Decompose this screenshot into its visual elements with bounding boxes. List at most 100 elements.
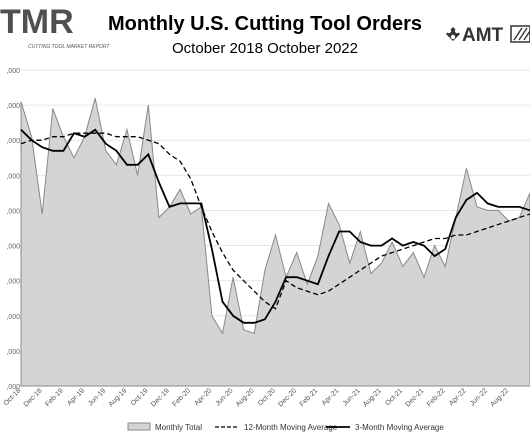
moving-average-12-point <box>274 308 276 310</box>
moving-average-12-line <box>20 132 530 310</box>
moving-average-3-point <box>317 283 319 285</box>
x-tick-label: Jun-19 <box>87 387 107 407</box>
legend-label-3-month: 3-Month Moving Average <box>355 423 444 432</box>
monthly-total-point <box>380 262 382 264</box>
x-tick-label: Aug-21 <box>362 387 383 408</box>
x-tick-label: Jun-20 <box>214 387 234 407</box>
moving-average-3-point <box>221 301 223 303</box>
x-tick-label: Dec-20 <box>277 387 298 408</box>
x-tick-label: Feb-21 <box>299 387 320 408</box>
monthly-total-point <box>391 241 393 243</box>
moving-average-12-point <box>402 248 404 250</box>
legend-label-monthly-total: Monthly Total <box>155 423 202 432</box>
y-tick-label: ,000 <box>6 103 20 110</box>
moving-average-3-point <box>158 181 160 183</box>
moving-average-12-point <box>497 223 499 225</box>
monthly-total-point <box>136 174 138 176</box>
moving-average-3-point <box>30 139 32 141</box>
amt-logo: AMT <box>446 25 530 46</box>
monthly-total-point <box>402 265 404 267</box>
moving-average-3-point <box>243 322 245 324</box>
moving-average-3-point <box>518 206 520 208</box>
monthly-total-point <box>412 251 414 253</box>
moving-average-3-point <box>232 315 234 317</box>
chart-subtitle: October 2018 October 2022 <box>172 40 358 57</box>
moving-average-12-point <box>338 283 340 285</box>
monthly-total-point <box>158 216 160 218</box>
moving-average-12-point <box>126 136 128 138</box>
moving-average-12-point <box>136 136 138 138</box>
y-tick-label: ,000 <box>6 138 20 145</box>
x-tick-label: Dec-18 <box>23 387 44 408</box>
moving-average-12-point <box>253 290 255 292</box>
y-tick-label: ,000 <box>6 244 20 251</box>
monthly-total-point <box>147 104 149 106</box>
moving-average-12-point <box>486 227 488 229</box>
moving-average-12-point <box>380 255 382 257</box>
tmr-logo: TMR CUTTING TOOL MARKET REPORT <box>0 3 110 50</box>
moving-average-3-point <box>380 244 382 246</box>
moving-average-12-point <box>190 178 192 180</box>
moving-average-12-point <box>232 269 234 271</box>
y-tick-label: ,000 <box>6 279 20 286</box>
moving-average-3-point <box>349 230 351 232</box>
moving-average-12-point <box>243 280 245 282</box>
moving-average-3-point <box>370 244 372 246</box>
moving-average-3-line <box>20 128 530 324</box>
tmr-logo-subtext: CUTTING TOOL MARKET REPORT <box>28 44 110 50</box>
x-tick-label: Apr-19 <box>66 387 86 407</box>
moving-average-3-point <box>423 244 425 246</box>
moving-average-12-point <box>370 262 372 264</box>
monthly-total-point <box>211 315 213 317</box>
moving-average-12-point <box>221 251 223 253</box>
monthly-total-point <box>274 234 276 236</box>
moving-average-12-point <box>105 132 107 134</box>
monthly-total-point <box>190 213 192 215</box>
moving-average-3-point <box>508 206 510 208</box>
y-tick-label: ,000 <box>6 384 20 391</box>
moving-average-3-point <box>274 301 276 303</box>
moving-average-3-point <box>412 241 414 243</box>
y-tick-labels: ,000 ,000 ,000 ,000 ,000 ,000 ,000 ,000 ,000 ,000 <box>6 68 20 391</box>
moving-average-12-point <box>147 139 149 141</box>
moving-average-12-point <box>211 230 213 232</box>
x-tick-label: Aug-22 <box>489 387 510 408</box>
moving-average-12-point <box>83 132 85 134</box>
x-tick-label: Aug-20 <box>235 387 256 408</box>
moving-average-3-point <box>52 150 54 152</box>
y-tick-label: ,000 <box>6 208 20 215</box>
legend-swatch-monthly-total <box>127 422 151 431</box>
y-tick-label: ,000 <box>6 349 20 356</box>
tmr-logo-text: TMR <box>0 3 74 41</box>
monthly-total-point <box>433 244 435 246</box>
moving-average-12-point <box>296 287 298 289</box>
moving-average-12-point <box>20 143 22 145</box>
moving-average-12-point <box>391 251 393 253</box>
x-tick-label: Jun-21 <box>342 387 362 407</box>
y-tick-label: ,000 <box>6 173 20 180</box>
moving-average-3-point <box>444 248 446 250</box>
moving-average-12-point <box>200 206 202 208</box>
moving-average-3-point <box>253 322 255 324</box>
x-tick-label: Feb-19 <box>44 387 65 408</box>
moving-average-12-point <box>62 136 64 138</box>
moving-average-3-point <box>94 129 96 131</box>
monthly-total-point <box>20 100 22 102</box>
monthly-total-point <box>105 150 107 152</box>
x-tick-labels: Oct-18 Dec-18 Feb-19 Apr-19 Jun-19 Aug-19 Oct-… <box>3 387 511 408</box>
x-tick-label: Oct-20 <box>257 387 277 407</box>
moving-average-3-point <box>83 136 85 138</box>
y-tick-label: ,000 <box>6 68 20 75</box>
moving-average-12-point <box>433 237 435 239</box>
moving-average-3-point <box>306 280 308 282</box>
moving-average-3-point <box>402 244 404 246</box>
moving-average-12-point <box>327 290 329 292</box>
monthly-total-point <box>465 167 467 169</box>
moving-average-12-point <box>455 234 457 236</box>
monthly-total-area <box>20 97 530 387</box>
moving-average-12-point <box>115 136 117 138</box>
moving-average-12-point <box>285 280 287 282</box>
moving-average-3-point <box>126 164 128 166</box>
monthly-total-point <box>317 255 319 257</box>
